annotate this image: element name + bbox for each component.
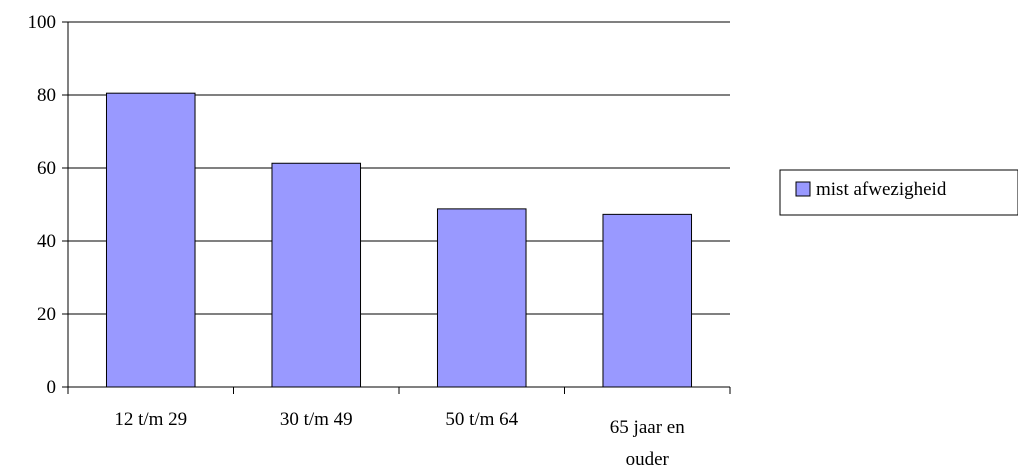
y-tick-label: 100 [28, 12, 57, 33]
y-tick-label: 60 [37, 158, 56, 179]
legend-label: mist afwezigheid [816, 179, 947, 200]
y-tick-labels: 0 20 40 60 80 100 [28, 12, 57, 398]
legend-frame [779, 169, 1018, 216]
x-tick-label: 50 t/m 64 [445, 409, 518, 430]
x-tick-label: 30 t/m 49 [280, 409, 353, 430]
y-tick-label: 0 [47, 377, 57, 398]
axes [62, 21, 731, 394]
legend-swatch [795, 181, 811, 197]
y-tick-label: 40 [37, 231, 56, 252]
bar [105, 92, 196, 388]
x-tick-labels: 12 t/m 29 30 t/m 49 50 t/m 64 65 jaar en oud… [114, 409, 685, 470]
bars [105, 92, 693, 388]
bar [271, 162, 362, 388]
y-tick-label: 80 [37, 85, 56, 106]
legend: mist afwezigheid [779, 169, 1018, 216]
y-tick-label: 20 [37, 304, 56, 325]
bar [436, 208, 527, 388]
bar [602, 213, 693, 388]
x-tick-label: 12 t/m 29 [114, 409, 187, 430]
x-tick-label: 65 jaar en [610, 417, 685, 438]
x-tick-label: ouder [626, 449, 670, 470]
